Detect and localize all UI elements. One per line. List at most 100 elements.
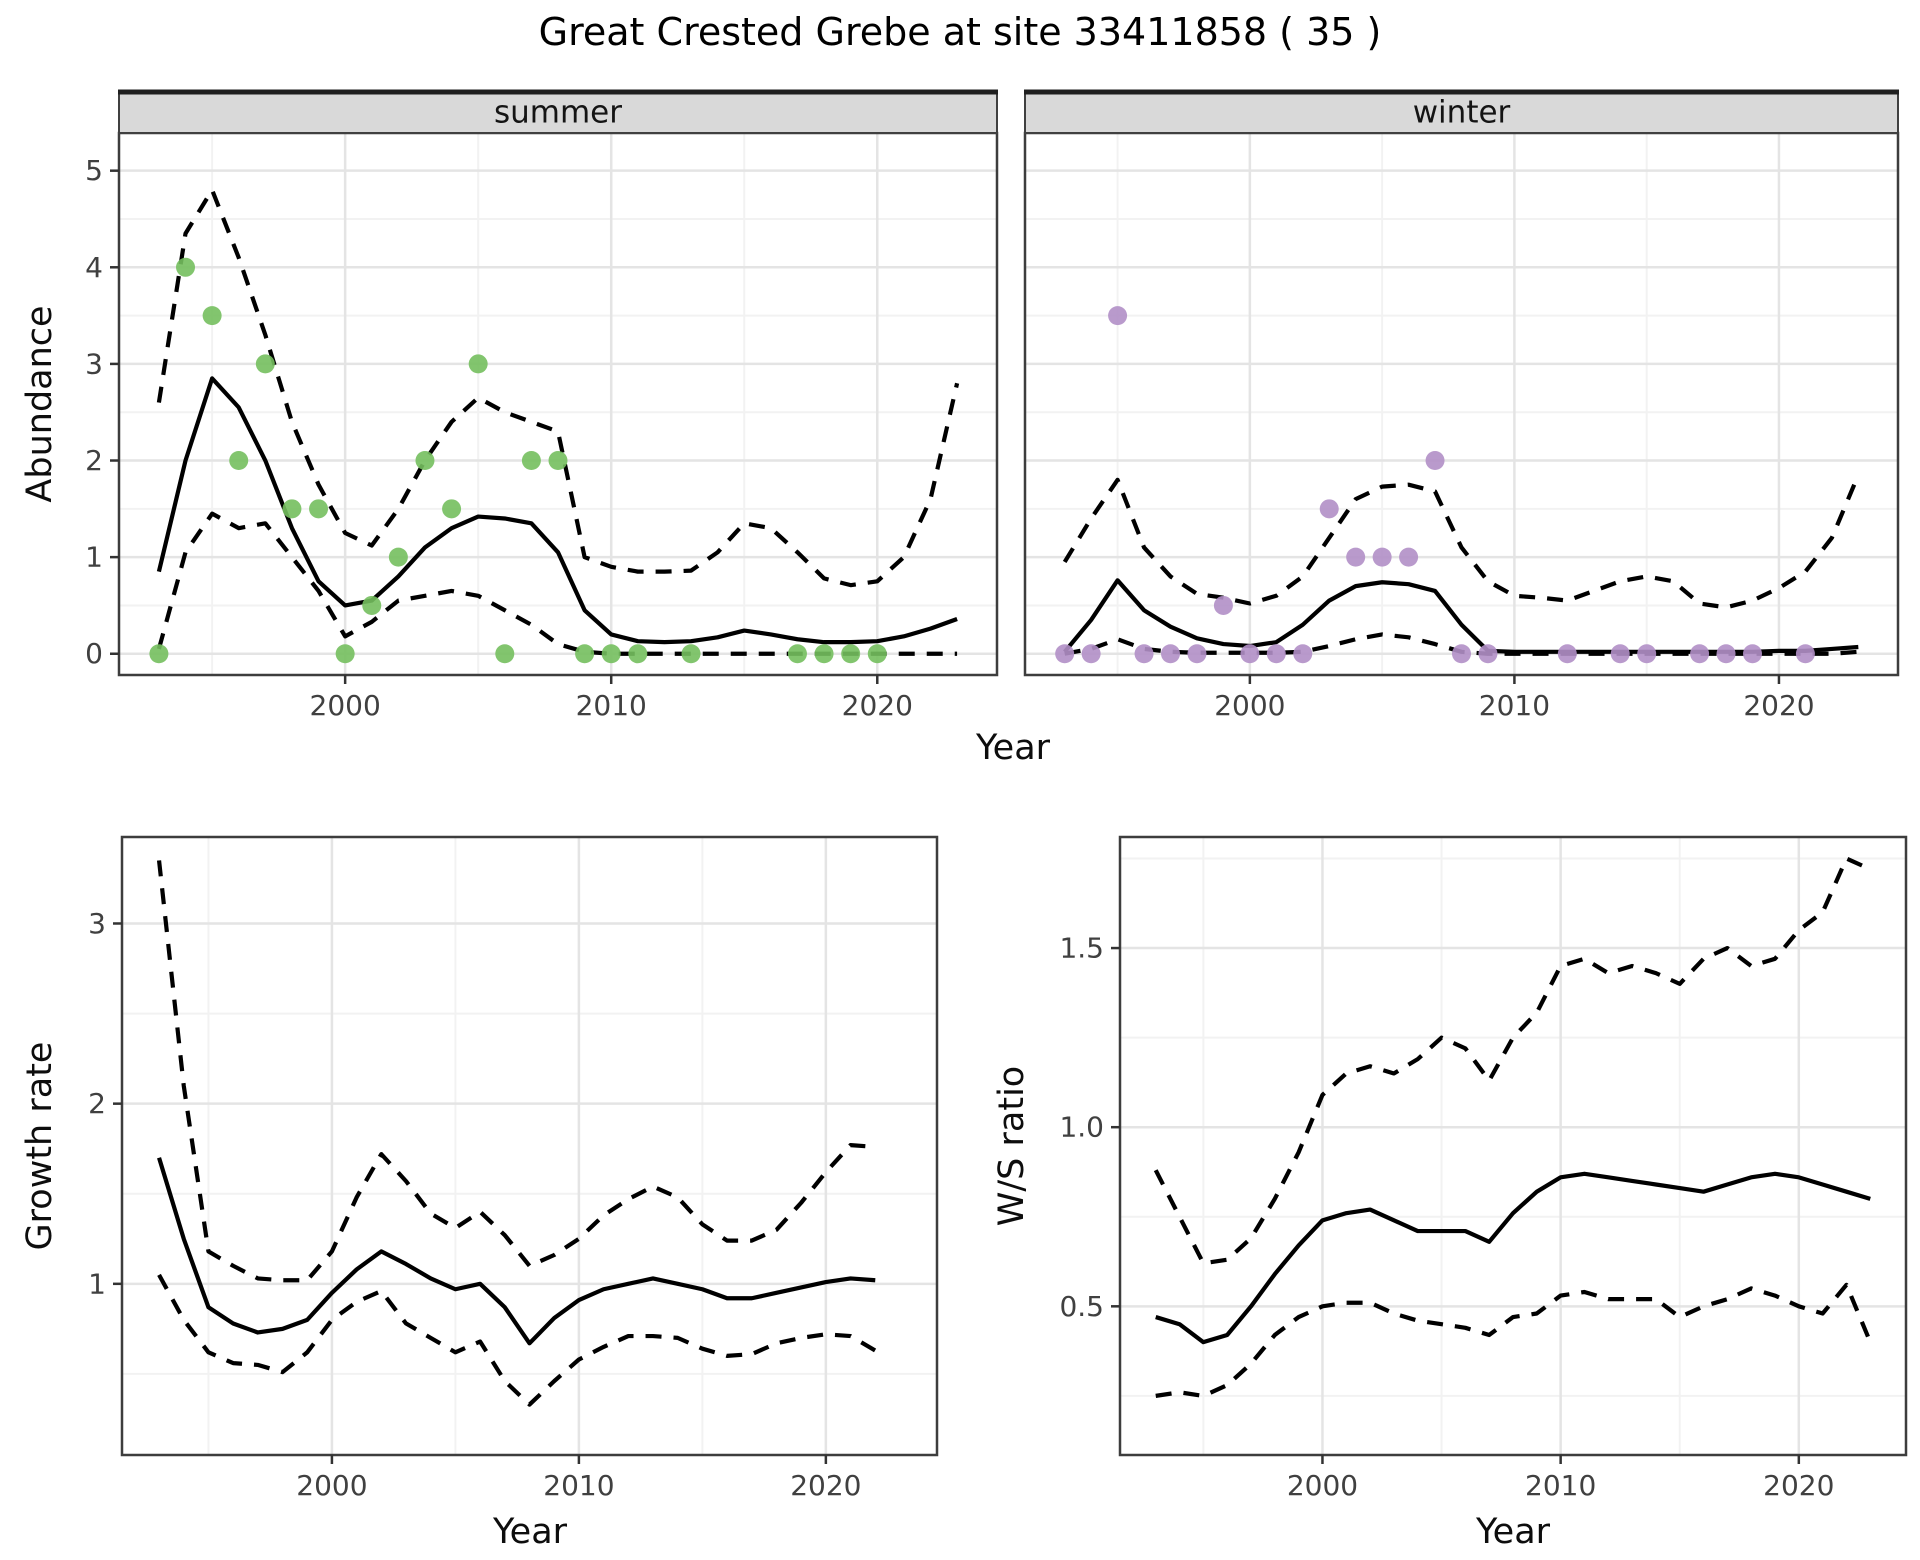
x-tick-label: 2000 — [1214, 689, 1285, 722]
winter-facet-strip — [1024, 91, 1899, 134]
x-axis-title-top: Year — [975, 728, 1051, 768]
y-tick-label: 3 — [85, 347, 103, 380]
x-axis-title-bottom-left: Year — [492, 1512, 568, 1552]
x-tick-label: 2000 — [310, 689, 381, 722]
summer-data-point — [255, 354, 275, 374]
summer-ci-upper-line — [156, 187, 960, 588]
winter-data-point — [1795, 644, 1815, 664]
winter-data-point — [1187, 644, 1207, 664]
winter-data-point — [1610, 644, 1630, 664]
winter-data-point — [1240, 644, 1260, 664]
x-tick-label: 2020 — [790, 1469, 861, 1502]
summer-data-point — [841, 644, 861, 664]
growth-panel-border — [120, 835, 939, 1457]
winter-data-point — [1319, 499, 1339, 519]
x-tick-label: 2010 — [1479, 689, 1550, 722]
growth-ci-upper-line — [156, 860, 876, 1283]
summer-data-point — [495, 644, 515, 664]
growth-panel-background — [122, 837, 937, 1455]
winter-data-point — [1557, 644, 1577, 664]
y-tick-label: 4 — [85, 251, 103, 284]
summer-data-point — [628, 644, 648, 664]
y-axis-title-ws-ratio: W/S ratio — [992, 1065, 1032, 1227]
y-tick-label: 2 — [88, 1087, 106, 1120]
chart-title: Great Crested Grebe at site 33411858 ( 3… — [538, 10, 1382, 54]
summer-panel-background — [119, 133, 997, 675]
summer-data-point — [388, 547, 408, 567]
summer-data-point — [229, 451, 249, 471]
winter-data-point — [1108, 306, 1128, 326]
ws-fit-line — [1155, 1171, 1871, 1345]
x-tick-label: 2000 — [296, 1469, 367, 1502]
summer-data-point — [415, 451, 435, 471]
summer-fit-line — [156, 376, 958, 645]
x-tick-label: 2010 — [576, 689, 647, 722]
winter-data-point — [1452, 644, 1471, 664]
summer-data-point — [468, 354, 488, 374]
y-axis-title-growth-rate: Growth rate — [20, 1041, 60, 1251]
x-axis-title-bottom-right: Year — [1475, 1512, 1551, 1552]
winter-data-point — [1716, 644, 1736, 664]
growth-fit-line — [157, 1157, 876, 1346]
summer-data-point — [521, 451, 541, 471]
y-tick-label: 0 — [85, 637, 103, 670]
y-tick-label: 3 — [88, 907, 106, 940]
winter-ci-upper-line — [1062, 474, 1861, 610]
x-tick-label: 2020 — [1743, 689, 1814, 722]
summer-data-point — [575, 644, 595, 664]
summer-data-point — [282, 499, 302, 519]
y-axis-title-abundance: Abundance — [20, 305, 60, 503]
growth-ci-lower-line — [157, 1273, 877, 1407]
summer-data-point — [362, 595, 382, 615]
summer-data-point — [867, 644, 887, 664]
summer-data-point — [309, 499, 329, 519]
ws-ci-lower-line — [1155, 1282, 1873, 1398]
summer-data-point — [601, 644, 621, 664]
summer-data-point — [814, 644, 834, 664]
summer-data-point — [149, 644, 169, 664]
winter-data-point — [1293, 644, 1313, 664]
y-tick-label: 1 — [85, 541, 103, 574]
winter-facet-strip-label: winter — [1413, 95, 1511, 131]
x-tick-label: 2010 — [1525, 1469, 1596, 1502]
winter-data-point — [1266, 644, 1286, 664]
x-tick-label: 2010 — [543, 1469, 614, 1502]
y-tick-label: 1 — [88, 1267, 106, 1300]
winter-data-point — [1055, 644, 1075, 664]
winter-data-point — [1478, 644, 1498, 664]
ws-ci-upper-line — [1153, 856, 1872, 1266]
summer-data-point — [548, 451, 568, 471]
x-tick-label: 2020 — [842, 689, 913, 722]
summer-data-point — [681, 644, 701, 664]
ws-panel-background — [1120, 837, 1906, 1455]
ws-panel-border — [1118, 835, 1908, 1457]
summer-facet-strip-label: summer — [494, 95, 622, 131]
summer-facet-strip — [118, 91, 998, 134]
winter-data-point — [1425, 451, 1445, 471]
x-tick-label: 2000 — [1287, 1469, 1358, 1502]
y-tick-label: 0.5 — [1059, 1290, 1104, 1323]
winter-data-point — [1081, 644, 1101, 664]
winter-data-point — [1399, 547, 1419, 567]
summer-data-point — [335, 644, 355, 664]
winter-data-point — [1372, 547, 1392, 567]
summer-data-point — [442, 499, 462, 519]
winter-data-point — [1637, 644, 1657, 664]
winter-data-point — [1134, 644, 1154, 664]
y-tick-label: 2 — [85, 444, 103, 477]
y-tick-label: 1.0 — [1059, 1111, 1104, 1144]
winter-data-point — [1743, 644, 1762, 664]
x-tick-label: 2020 — [1763, 1469, 1834, 1502]
winter-data-point — [1161, 644, 1180, 664]
summer-data-point — [176, 257, 196, 277]
summer-data-point — [202, 306, 222, 326]
y-tick-label: 5 — [85, 154, 103, 187]
summer-data-point — [787, 644, 807, 664]
winter-data-point — [1690, 644, 1710, 664]
winter-panel-background — [1025, 133, 1898, 675]
winter-data-point — [1346, 547, 1366, 567]
y-tick-label: 1.5 — [1059, 932, 1104, 965]
winter-data-point — [1213, 595, 1233, 615]
